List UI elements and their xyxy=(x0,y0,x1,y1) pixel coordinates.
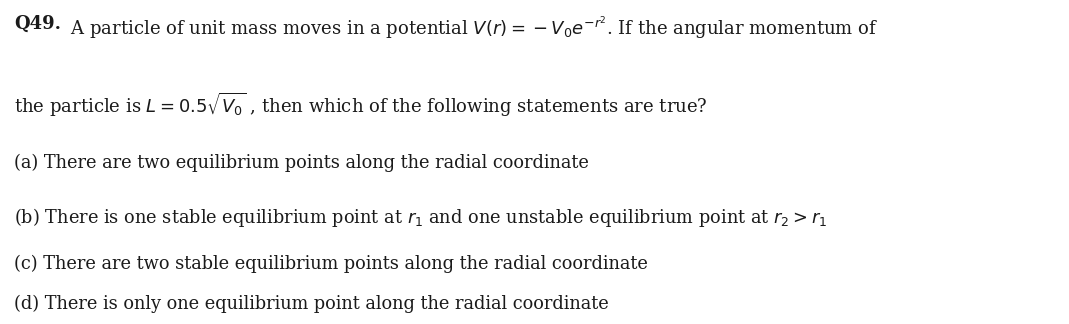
Text: (d) There is only one equilibrium point along the radial coordinate: (d) There is only one equilibrium point … xyxy=(14,295,608,313)
Text: Q49.: Q49. xyxy=(14,15,61,33)
Text: the particle is $L=0.5\sqrt{V_0}$ , then which of the following statements are t: the particle is $L=0.5\sqrt{V_0}$ , then… xyxy=(14,91,708,119)
Text: (c) There are two stable equilibrium points along the radial coordinate: (c) There are two stable equilibrium poi… xyxy=(14,254,648,272)
Text: A particle of unit mass moves in a potential $V\left(r\right)=-V_0e^{-r^2}$. If : A particle of unit mass moves in a poten… xyxy=(65,15,879,42)
Text: (a) There are two equilibrium points along the radial coordinate: (a) There are two equilibrium points alo… xyxy=(14,154,589,172)
Text: (b) There is one stable equilibrium point at $r_1$ and one unstable equilibrium : (b) There is one stable equilibrium poin… xyxy=(14,206,827,229)
